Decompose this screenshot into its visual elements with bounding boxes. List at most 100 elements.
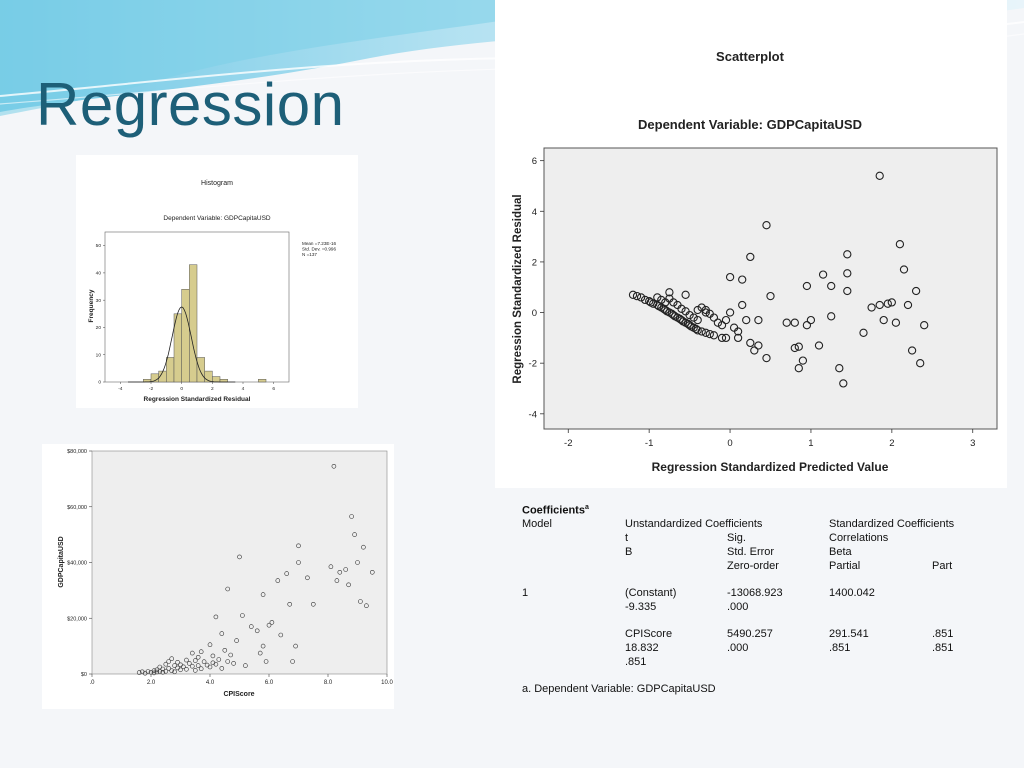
cpi-data-point [166,659,171,664]
scatter-data-point [899,265,909,274]
scatter-data-point [814,341,824,350]
scatter-data-point [721,333,731,343]
cpi-data-point [257,650,263,656]
histogram-normal-curve [128,306,236,383]
cpi-y-tick-label: $0 [81,672,87,678]
cpi-data-point [352,532,357,537]
cpi-data-point [151,670,157,676]
cpi-data-point [355,560,360,565]
scatter-data-point [746,338,755,348]
cpi-data-point [163,668,169,674]
cpi-data-point [190,650,195,656]
cpi-data-point [278,632,284,638]
cpi-data-point [210,653,216,659]
cpi-data-point [178,667,183,673]
cpi-data-point [169,668,174,673]
coefficients-title: Coefficientsa [522,504,589,517]
scatter-data-point [738,300,747,310]
cpi-data-point [243,663,248,668]
header-t: t [625,532,629,544]
cpi-data-point [207,664,213,670]
scatter-x-tick-label: 1 [808,438,813,449]
scatter-data-point [875,171,884,180]
scatter-data-point [738,275,747,284]
scatter-data-point [725,272,735,282]
histogram-stat: Mean =7.23E-16 [302,241,337,246]
cpi-y-tick-label: $60,000 [67,505,87,511]
scatter-x-tick-label: -2 [564,438,572,449]
histogram-title: Histogram [201,180,233,187]
cpi-y-tick-label: $20,000 [67,616,87,622]
scatter-y-tick-label: 6 [532,156,537,167]
row-constant-std-error: 1400.042 [829,587,875,599]
scatter-data-point [754,341,763,350]
scatter-data-point [790,318,799,327]
scatter-data-point [818,270,828,279]
coefficients-footnote: a. Dependent Variable: GDPCapitaUSD [522,683,716,695]
scatter-x-tick-label: -1 [645,438,653,449]
scatter-x-tick-label: 3 [970,438,975,449]
scatter-data-point [721,315,731,325]
cpi-data-point [231,661,236,666]
cpi-data-point [310,602,316,607]
cpi-data-point [369,570,375,575]
header-beta: Beta [829,546,852,558]
scatter-data-point [733,333,743,343]
scatter-data-point [843,269,852,278]
scatter-x-tick-label: 2 [889,438,894,449]
scatter-data-point [632,291,642,301]
cpi-data-point [198,666,204,671]
scatter-data-point [798,356,808,365]
scatter-data-point [725,308,735,317]
cpi-data-point [219,631,225,636]
scatter-data-point [701,328,710,337]
scatter-data-point [697,327,706,336]
cpi-data-point [249,624,254,629]
cpi-data-point [287,602,292,607]
cpi-data-point [184,657,189,663]
cpi-plot-area [91,450,388,675]
cpi-data-point [181,664,186,670]
row-constant-sig: .000 [727,601,749,613]
header-unstandardized: Unstandardized Coefficients [625,518,763,530]
scatter-x-label: Regression Standardized Predicted Value [652,460,889,474]
header-partial: Partial [829,560,861,572]
cpi-x-tick-label: .0 [89,680,95,686]
cpi-data-point [195,663,201,668]
cpi-y-label: GDPCapitaUSD [58,536,65,587]
histogram-bar [166,357,175,383]
cpi-data-point [213,661,219,667]
scatter-data-point [782,318,791,327]
cpi-data-point [166,666,171,671]
cpi-x-tick-label: 6.0 [265,680,274,686]
cpi-x-tick-label: 10.0 [381,680,393,686]
histogram-bar [258,379,267,383]
scatter-data-point [879,315,888,325]
scatter-data-point [701,308,710,317]
scatter-y-tick-label: 4 [532,207,537,218]
cpi-data-point [269,620,275,625]
histogram-bar [189,264,198,383]
header-correlations: Correlations [829,532,889,544]
histogram-x-tick-label: 6 [272,386,275,392]
histogram-y-label: Frequency [88,289,95,322]
scatter-data-point [802,281,812,291]
cpi-data-point [254,628,260,634]
cpi-data-point [190,663,195,669]
scatter-y-tick-label: 0 [532,308,537,319]
cpi-data-point [346,582,351,588]
row-cpi-b: 5490.257 [727,628,773,640]
cpi-data-point [284,571,289,576]
scatter-data-point [911,286,921,296]
scatter-data-point [887,298,896,307]
cpi-data-point [296,560,301,565]
scatter-data-point [903,300,913,310]
scatter-data-point [677,304,686,313]
cpi-data-point [293,643,298,649]
histogram-stat: Std. Dev. =0.996 [302,247,336,252]
cpi-data-point [228,652,233,658]
cpi-data-point [187,661,192,666]
coefficients-table: Coefficientsa Model Unstandardized Coeff… [522,504,1002,704]
scatter-data-point [709,331,719,340]
histogram-y-tick-label: 50 [96,243,102,249]
